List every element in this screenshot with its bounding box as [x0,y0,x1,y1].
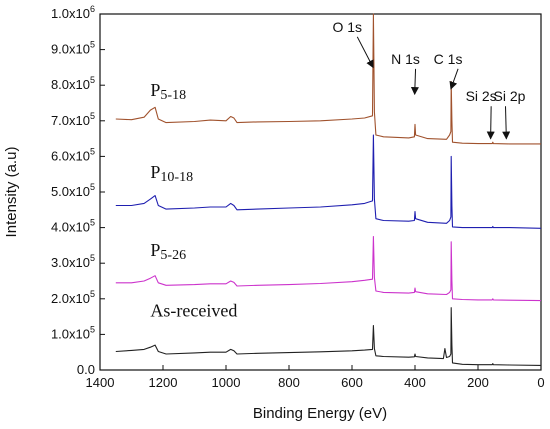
y-tick-label-3: 3.0x105 [51,253,95,270]
series-label-1: P10-18 [150,162,193,185]
peak-arrow-2 [449,68,459,90]
x-axis: 1400 1200 1000 800 600 400 200 0 [86,365,545,390]
x-tick-label-2: 1000 [212,375,241,390]
x-axis-title: Binding Energy (eV) [253,405,387,422]
y-tick-label-0: 0.0 [77,362,95,377]
peak-arrow-1 [410,68,419,96]
peak-label-1: N 1s [391,51,420,67]
y-axis-title: Intensity (a.u) [3,147,20,238]
y-tick-label-6: 6.0x105 [51,146,95,163]
series-label-3: As-received [150,301,237,321]
x-tick-label-1: 1200 [149,375,178,390]
series-label-2: P5-26 [150,240,186,263]
x-tick-label-0: 1400 [86,375,115,390]
peak-label-2: C 1s [434,51,463,67]
series-line-0 [115,13,541,145]
y-tick-label-10: 1.0x106 [51,4,95,21]
peak-label-3: Si 2s [466,88,497,104]
peak-label-4: Si 2p [494,88,526,104]
x-tick-label-7: 0 [537,375,544,390]
y-tick-label-9: 9.0x105 [51,40,95,57]
y-tick-label-8: 8.0x105 [51,75,95,92]
x-tick-label-5: 400 [404,375,426,390]
series-label-0: P5-18 [150,80,186,103]
series-line-2 [115,235,542,302]
series-labels: P5-18 P10-18 P5-26 As-received [150,80,237,321]
peak-arrow-4 [502,106,511,140]
x-tick-label-6: 200 [467,375,489,390]
peak-arrow-3 [486,106,495,140]
series-line-1 [115,134,542,229]
y-tick-label-5: 5.0x105 [51,182,95,199]
x-tick-label-4: 600 [341,375,363,390]
y-tick-label-7: 7.0x105 [51,111,95,128]
y-tick-label-1: 1.0x105 [51,324,95,341]
y-tick-label-4: 4.0x105 [51,218,95,235]
peak-label-0: O 1s [332,19,362,35]
series-line-3 [115,307,542,366]
series-lines [115,13,542,366]
y-tick-label-2: 2.0x105 [51,289,95,306]
x-tick-label-3: 800 [278,375,300,390]
peak-arrow-0 [356,36,374,69]
y-axis: 0.0 1.0x105 2.0x105 3.0x105 4.0x105 5.0x105 6.… [51,4,105,377]
